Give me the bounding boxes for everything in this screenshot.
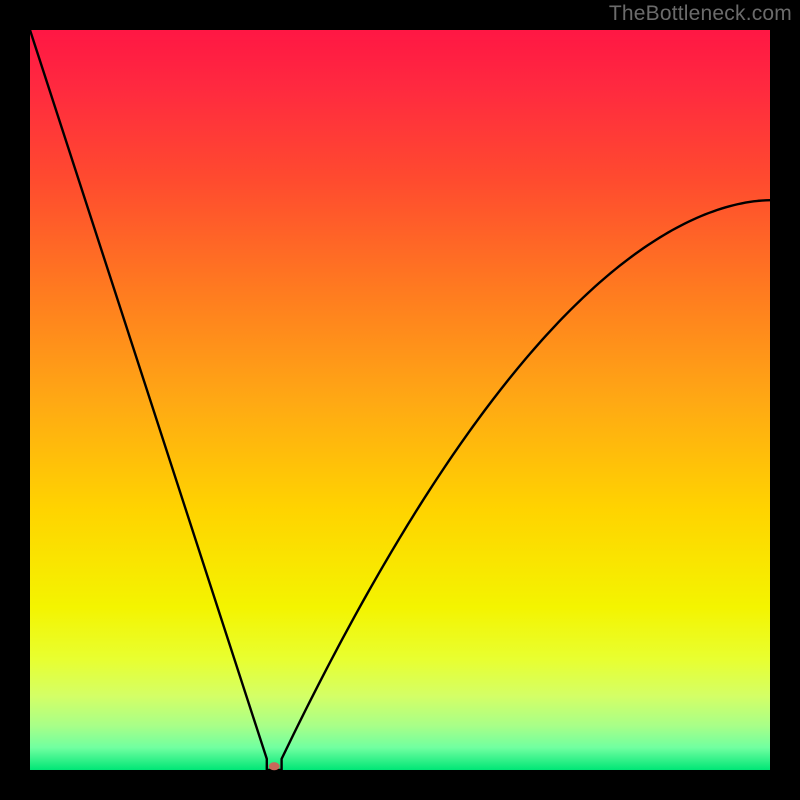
bottleneck-chart: [0, 0, 800, 800]
minimum-marker: [269, 762, 280, 770]
gradient-plot-area: [30, 30, 770, 770]
chart-container: TheBottleneck.com: [0, 0, 800, 800]
watermark-text: TheBottleneck.com: [609, 2, 792, 26]
